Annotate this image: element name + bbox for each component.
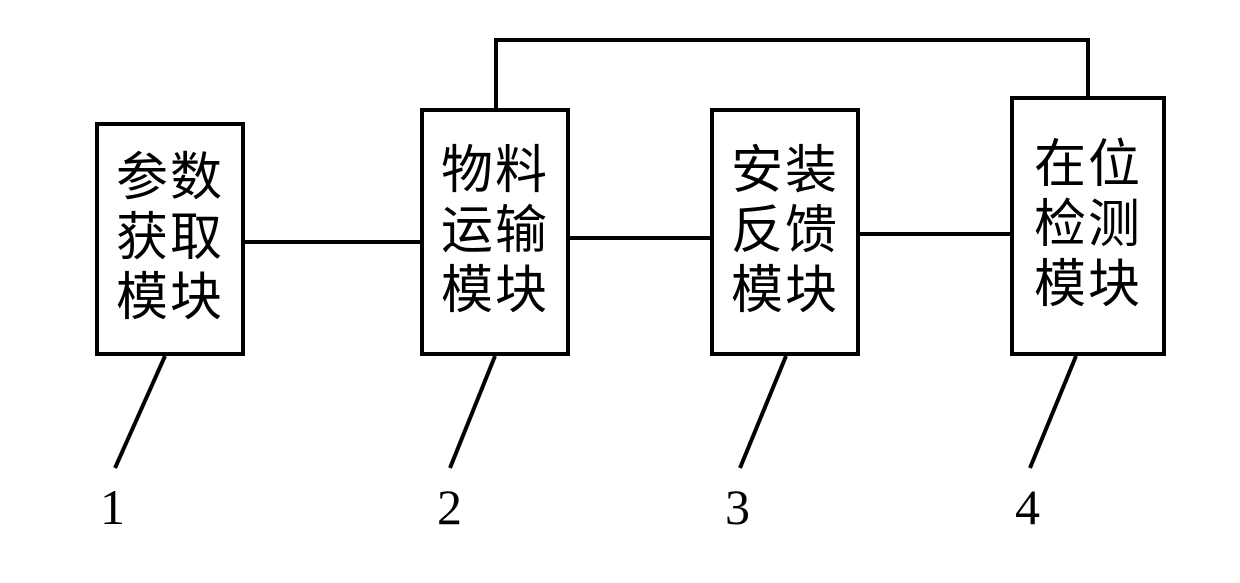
module3-line1: 安装 [731, 142, 839, 202]
module-text-2: 物料 运输 模块 [441, 142, 549, 321]
module-text-1: 参数 获取 模块 [116, 149, 224, 328]
module-box-1: 参数 获取 模块 [95, 122, 245, 356]
module-box-3: 安装 反馈 模块 [710, 108, 860, 356]
module3-line3: 模块 [731, 262, 839, 322]
feedback-vertical-right [1086, 38, 1090, 96]
module-text-3: 安装 反馈 模块 [731, 142, 839, 321]
leader-line-1 [115, 356, 165, 468]
module3-line2: 反馈 [731, 202, 839, 262]
leader-line-3 [740, 356, 786, 468]
label-number-1: 1 [100, 478, 125, 536]
module-text-4: 在位 检测 模块 [1034, 136, 1142, 315]
module2-line2: 运输 [441, 202, 549, 262]
module2-line1: 物料 [441, 142, 549, 202]
module4-line1: 在位 [1034, 136, 1142, 196]
connector-3-4 [860, 232, 1010, 236]
module4-line2: 检测 [1034, 196, 1142, 256]
module2-line3: 模块 [441, 262, 549, 322]
module4-line3: 模块 [1034, 256, 1142, 316]
label-number-3: 3 [725, 478, 750, 536]
feedback-vertical-left [494, 38, 498, 108]
module-box-2: 物料 运输 模块 [420, 108, 570, 356]
module1-line2: 获取 [116, 209, 224, 269]
module1-line3: 模块 [116, 269, 224, 329]
module1-line1: 参数 [116, 149, 224, 209]
leader-line-2 [450, 356, 495, 468]
diagram-container: 参数 获取 模块 物料 运输 模块 安装 反馈 模块 在位 检测 模块 [0, 0, 1240, 583]
connector-2-3 [570, 236, 710, 240]
connector-1-2 [245, 240, 420, 244]
feedback-horizontal-top [494, 38, 1090, 42]
leader-line-4 [1030, 356, 1076, 468]
label-number-2: 2 [437, 478, 462, 536]
label-number-4: 4 [1015, 478, 1040, 536]
module-box-4: 在位 检测 模块 [1010, 96, 1166, 356]
